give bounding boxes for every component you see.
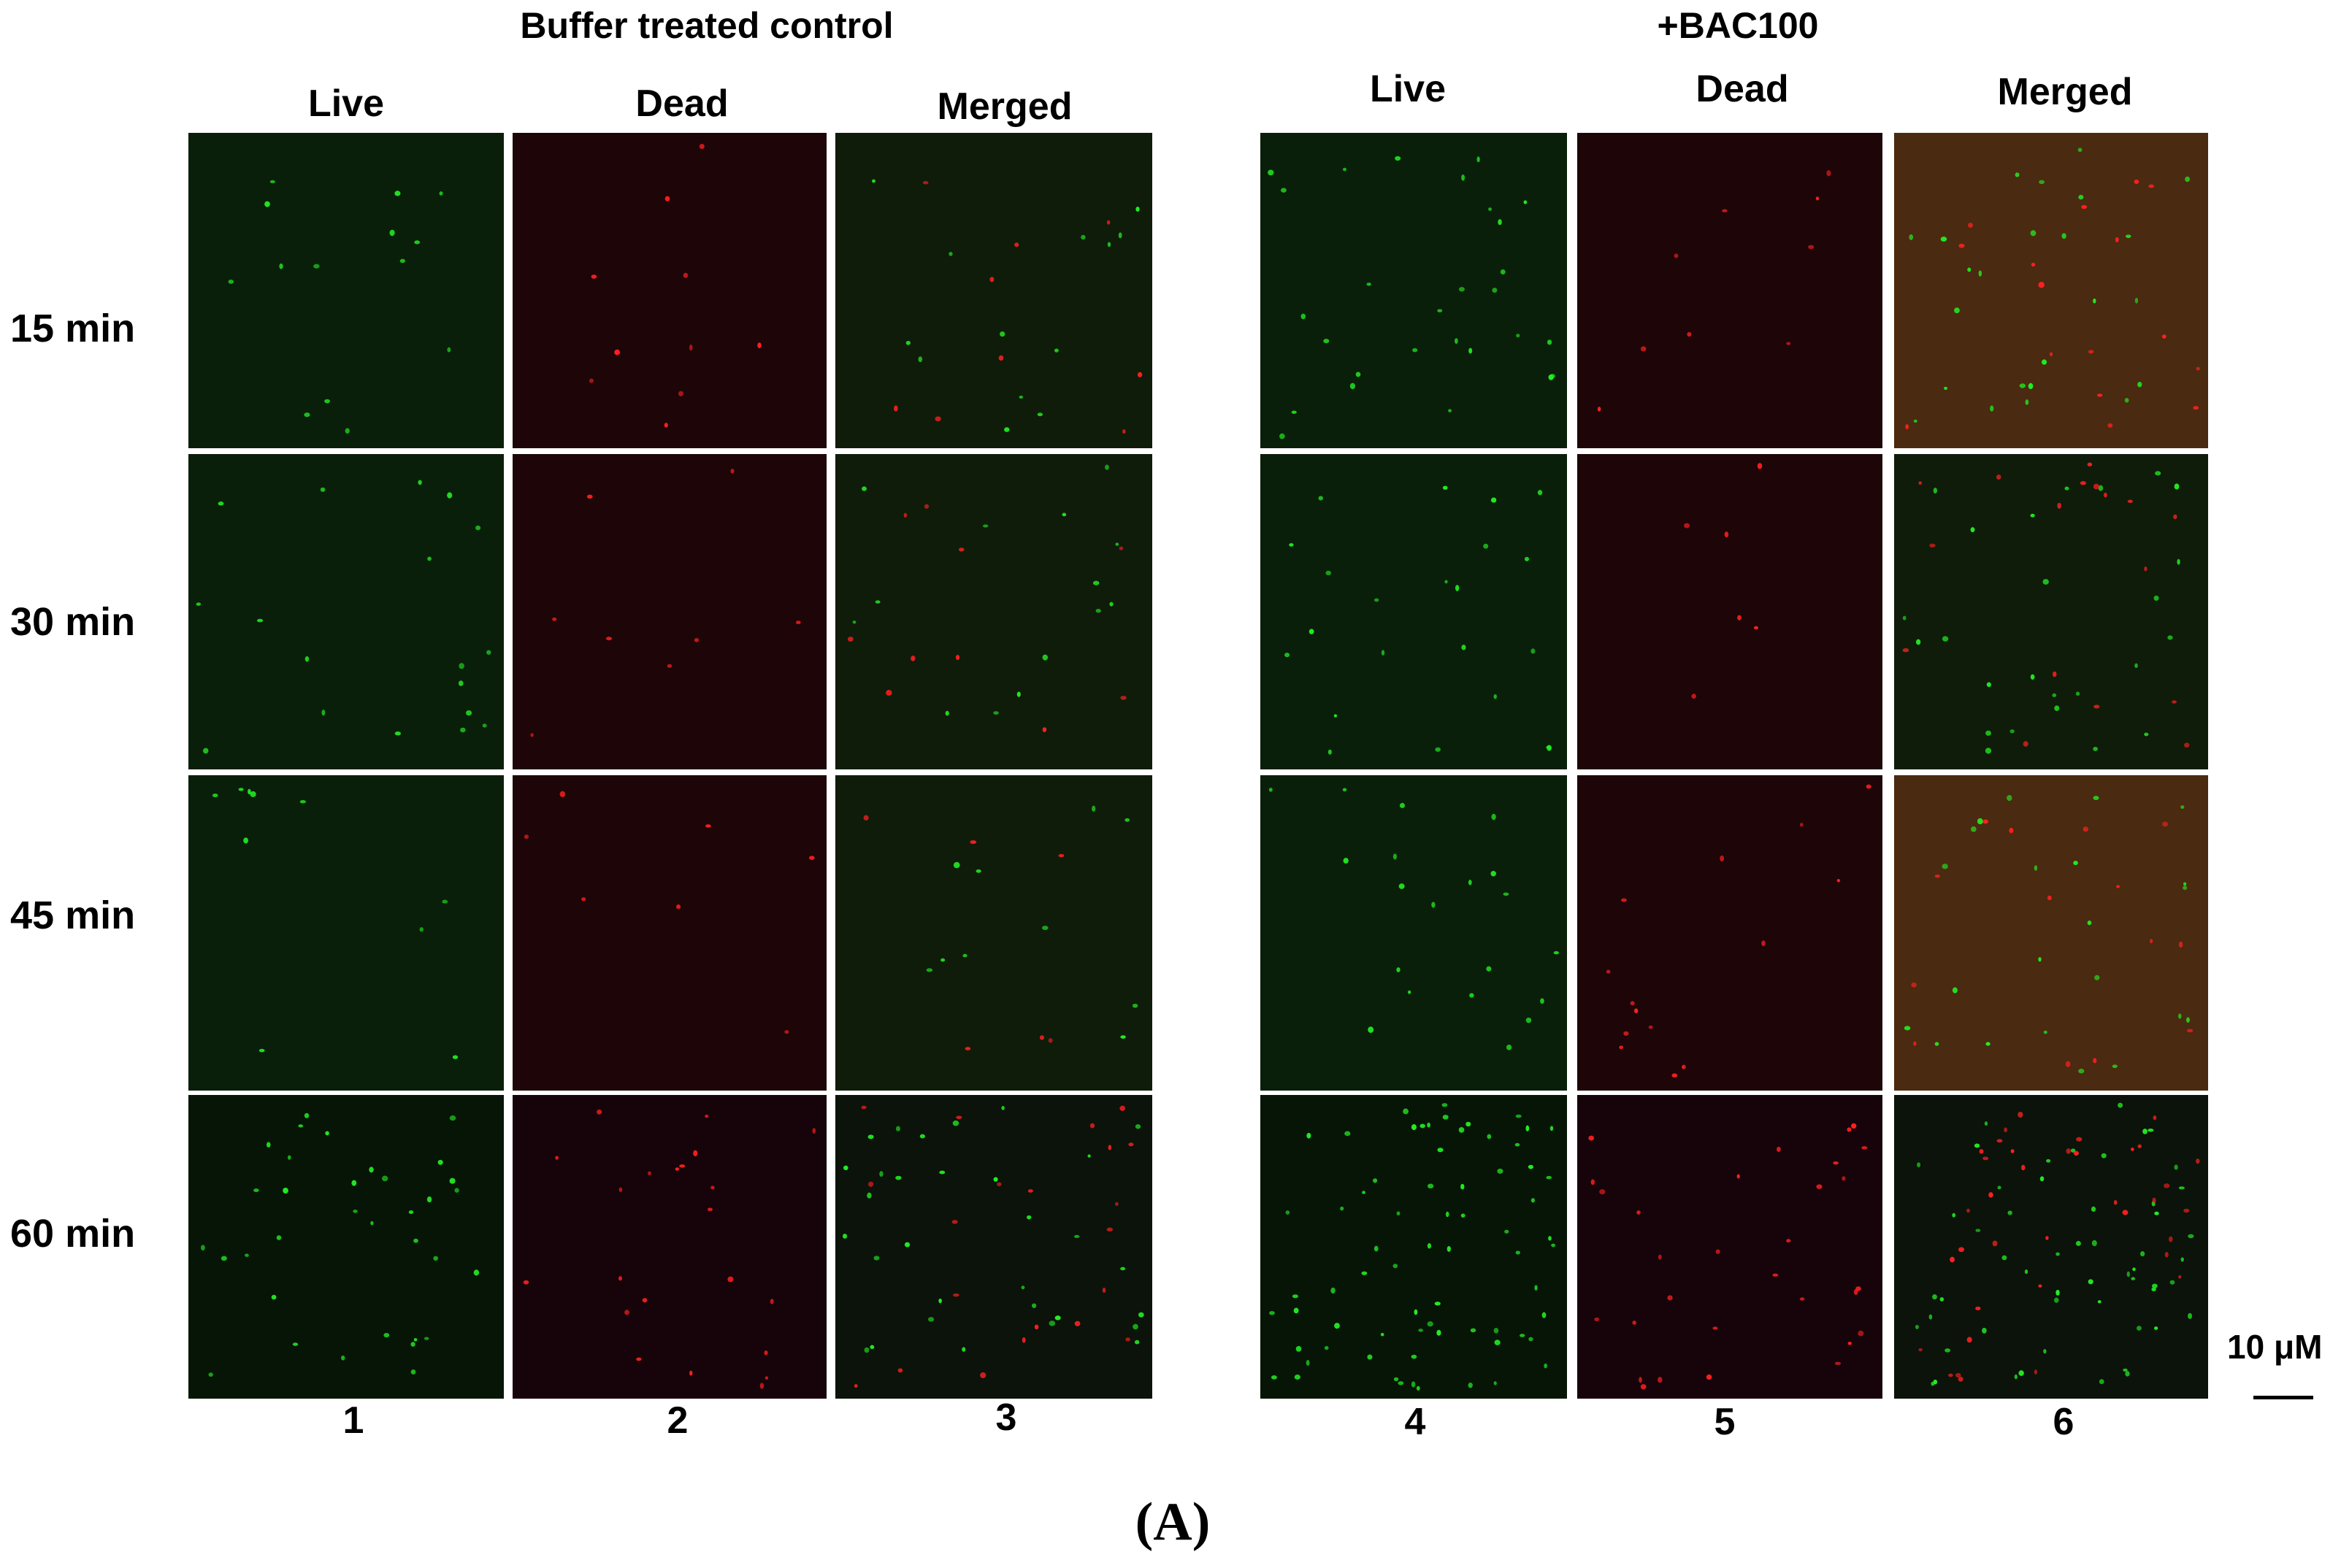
scale-bar xyxy=(2253,1396,2313,1399)
row-label-30min: 30 min xyxy=(10,600,136,644)
micrograph-live-r2-c4 xyxy=(1260,454,1567,769)
col-number-2: 2 xyxy=(667,1399,689,1442)
micrograph-live-r3-c1 xyxy=(188,775,504,1091)
figure-label: (A) xyxy=(1135,1492,1211,1552)
micrograph-dead-r1-c2 xyxy=(513,133,827,448)
micrograph-dead-r1-c5 xyxy=(1577,133,1882,448)
group-title-buffer-control: Buffer treated control xyxy=(520,5,894,46)
row-label-15min: 15 min xyxy=(10,307,136,350)
row-label-60min: 60 min xyxy=(10,1212,136,1256)
micrograph-dead-r2-c2 xyxy=(513,454,827,769)
col-number-3: 3 xyxy=(995,1396,1017,1439)
micrograph-dead-r4-c2 xyxy=(513,1095,827,1399)
micrograph-live-r3-c4 xyxy=(1260,775,1567,1091)
micrograph-live-r2-c1 xyxy=(188,454,504,769)
col-number-6: 6 xyxy=(2053,1401,2074,1443)
micrograph-live-r4-c1 xyxy=(188,1095,504,1399)
micrograph-merged-r2-c6 xyxy=(1894,454,2208,769)
micrograph-merged-r2-c3 xyxy=(835,454,1152,769)
row-label-45min: 45 min xyxy=(10,893,136,937)
micrograph-dead-r2-c5 xyxy=(1577,454,1882,769)
micrograph-merged-r4-c3 xyxy=(835,1095,1152,1399)
micrograph-dead-r4-c5 xyxy=(1577,1095,1882,1399)
col-head-merged-1: Merged xyxy=(937,85,1073,128)
micrograph-merged-r1-c3 xyxy=(835,133,1152,448)
micrograph-live-r1-c4 xyxy=(1260,133,1567,448)
micrograph-dead-r3-c2 xyxy=(513,775,827,1091)
scale-bar-label: 10 μM xyxy=(2227,1328,2323,1366)
col-head-live-2: Live xyxy=(1369,68,1447,110)
col-head-dead-2: Dead xyxy=(1696,68,1789,110)
group-title-bac100: +BAC100 xyxy=(1657,5,1819,46)
micrograph-merged-r3-c6 xyxy=(1894,775,2208,1091)
micrograph-live-r4-c4 xyxy=(1260,1095,1567,1399)
col-head-live-1: Live xyxy=(307,82,385,125)
col-number-1: 1 xyxy=(342,1399,364,1442)
col-number-4: 4 xyxy=(1404,1401,1426,1443)
micrograph-live-r1-c1 xyxy=(188,133,504,448)
col-number-5: 5 xyxy=(1714,1401,1736,1443)
micrograph-merged-r4-c6 xyxy=(1894,1095,2208,1399)
micrograph-dead-r3-c5 xyxy=(1577,775,1882,1091)
col-head-merged-2: Merged xyxy=(1997,71,2133,113)
micrograph-merged-r1-c6 xyxy=(1894,133,2208,448)
col-head-dead-1: Dead xyxy=(635,82,729,125)
micrograph-merged-r3-c3 xyxy=(835,775,1152,1091)
